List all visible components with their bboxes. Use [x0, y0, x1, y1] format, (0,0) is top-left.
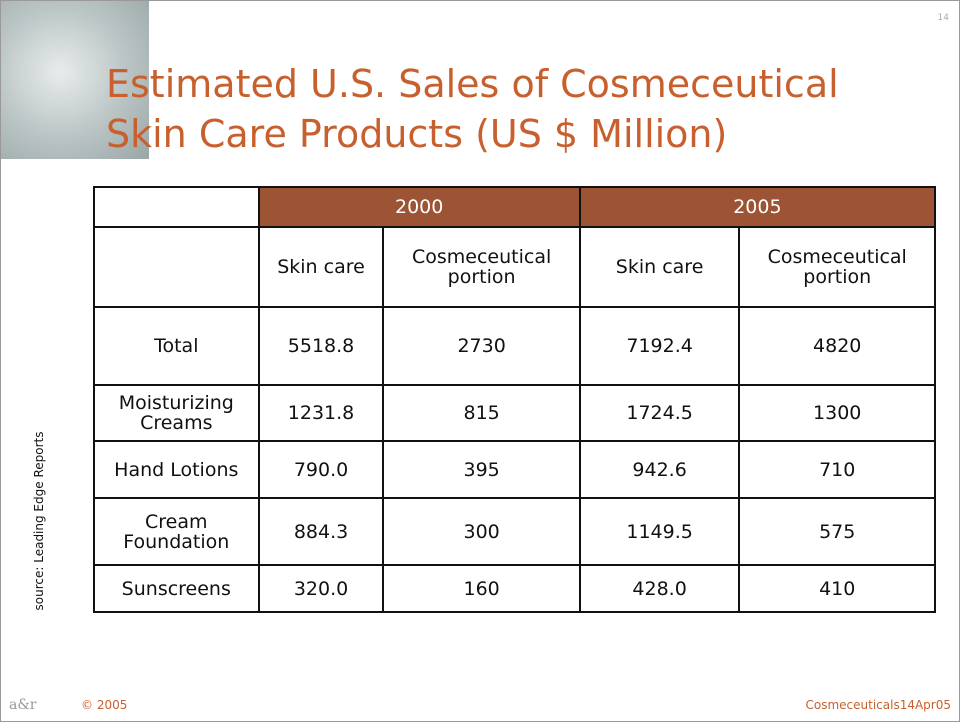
cell: 7192.4 — [580, 307, 740, 385]
cell: 884.3 — [259, 498, 384, 565]
corner-cell — [94, 227, 259, 307]
cell: 2730 — [383, 307, 579, 385]
cell: 815 — [383, 385, 579, 441]
cell: 790.0 — [259, 441, 384, 498]
cell: 320.0 — [259, 565, 384, 612]
cell: 1724.5 — [580, 385, 740, 441]
row-label: Total — [94, 307, 259, 385]
cell: 710 — [739, 441, 935, 498]
row-label: Moisturizing Creams — [94, 385, 259, 441]
footer-file: Cosmeceuticals14Apr05 — [805, 698, 951, 712]
row-label: Cream Foundation — [94, 498, 259, 565]
group-header: 2005 — [580, 187, 935, 227]
row-label: Sunscreens — [94, 565, 259, 612]
title-line: Estimated U.S. Sales of Cosmeceutical — [106, 59, 839, 109]
cell: 160 — [383, 565, 579, 612]
cell: 395 — [383, 441, 579, 498]
subheader: Skin care — [259, 227, 384, 307]
cell: 942.6 — [580, 441, 740, 498]
row-label: Hand Lotions — [94, 441, 259, 498]
cell: 428.0 — [580, 565, 740, 612]
cell: 1149.5 — [580, 498, 740, 565]
subheader: Skin care — [580, 227, 740, 307]
cell: 1300 — [739, 385, 935, 441]
title-line: Skin Care Products (US $ Million) — [106, 109, 839, 159]
slide: 14 Estimated U.S. Sales of Cosmeceutical… — [0, 0, 960, 722]
subheader: Cosmeceutical portion — [739, 227, 935, 307]
logo: a&r — [9, 697, 37, 713]
slide-title: Estimated U.S. Sales of Cosmeceutical Sk… — [106, 59, 839, 159]
corner-cell — [94, 187, 259, 227]
source-note: source: Leading Edge Reports — [32, 432, 46, 611]
footer-copyright: © 2005 — [81, 698, 127, 712]
cell: 575 — [739, 498, 935, 565]
cell: 4820 — [739, 307, 935, 385]
slide-number: 14 — [938, 13, 949, 23]
cell: 300 — [383, 498, 579, 565]
cell: 410 — [739, 565, 935, 612]
group-header: 2000 — [259, 187, 580, 227]
subheader: Cosmeceutical portion — [383, 227, 579, 307]
cell: 5518.8 — [259, 307, 384, 385]
cell: 1231.8 — [259, 385, 384, 441]
